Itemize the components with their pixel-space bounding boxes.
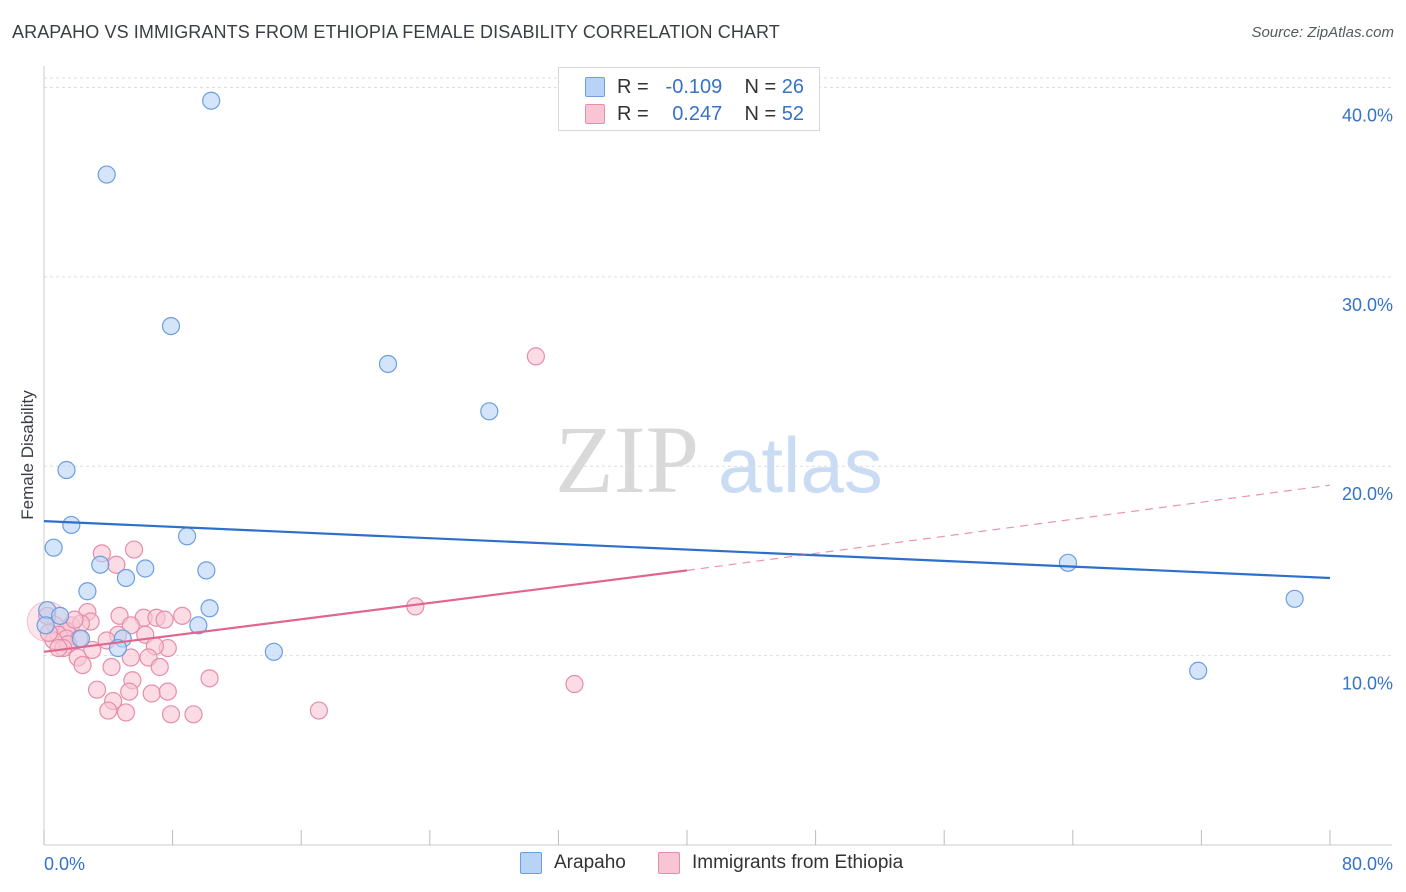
- legend-label-arapaho: Arapaho: [554, 852, 626, 873]
- ethiopia-point: [200, 669, 219, 688]
- legend-n-label: N =: [744, 102, 777, 125]
- arapaho-point: [200, 599, 219, 618]
- chart-title: ARAPAHO VS IMMIGRANTS FROM ETHIOPIA FEMA…: [12, 22, 780, 42]
- legend-item-arapaho: Arapaho: [520, 852, 626, 874]
- ethiopia-point: [99, 701, 118, 720]
- legend-r-value-ethiopia: 0.247: [672, 102, 723, 125]
- arapaho-point: [91, 555, 110, 574]
- legend-n-value-ethiopia: 52: [781, 102, 804, 125]
- arapaho-trendline: [43, 520, 1331, 580]
- ethiopia-trendline: [43, 569, 688, 653]
- legend-bottom: Arapaho Immigrants from Ethiopia: [0, 850, 1406, 878]
- ethiopia-point: [120, 682, 139, 701]
- legend-r-label: R =: [617, 75, 649, 98]
- arapaho-point: [378, 354, 398, 374]
- arapaho-point: [62, 515, 81, 535]
- ethiopia-trendline-extension: [686, 484, 1331, 571]
- arapaho-point: [78, 582, 97, 601]
- ethiopia-point: [142, 684, 161, 703]
- watermark-zip: ZIP: [555, 406, 699, 513]
- x-tick-label: 0.0%: [44, 854, 85, 874]
- ethiopia-point: [73, 655, 92, 675]
- arapaho-point: [116, 568, 136, 588]
- arapaho-point: [36, 616, 55, 635]
- ethiopia-point: [116, 703, 136, 722]
- ethiopia-point: [49, 638, 68, 658]
- arapaho-point: [189, 616, 208, 635]
- arapaho-point: [264, 642, 283, 661]
- legend-n-value-arapaho: 26: [781, 75, 804, 98]
- ethiopia-point: [155, 610, 174, 629]
- arapaho-point: [44, 538, 63, 557]
- arapaho-point: [97, 165, 116, 184]
- ethiopia-point: [158, 682, 177, 701]
- legend-item-ethiopia: Immigrants from Ethiopia: [658, 852, 903, 874]
- arapaho-point: [50, 606, 70, 625]
- arapaho-point: [177, 527, 197, 546]
- source-label: Source: ZipAtlas.com: [1251, 24, 1394, 41]
- arapaho-point: [1189, 661, 1208, 680]
- ethiopia-point: [161, 705, 181, 724]
- watermark-atlas: atlas: [718, 421, 883, 509]
- arapaho-point: [1058, 553, 1078, 572]
- arapaho-point: [136, 559, 155, 578]
- legend-swatch-ethiopia: [585, 104, 605, 124]
- ethiopia-point: [121, 648, 140, 667]
- ethiopia-point: [102, 657, 121, 677]
- arapaho-point: [197, 561, 216, 580]
- legend-top: R = -0.109 N = 26 R = 0.247 N = 52: [558, 67, 820, 131]
- arapaho-point: [1285, 589, 1304, 608]
- ethiopia-point: [526, 347, 545, 366]
- arapaho-point: [202, 91, 221, 110]
- arapaho-point: [71, 629, 91, 648]
- legend-swatch-ethiopia: [658, 852, 680, 874]
- ethiopia-point: [184, 705, 203, 724]
- arapaho-point: [161, 316, 181, 336]
- legend-swatch-arapaho: [520, 852, 542, 874]
- legend-r-label: R =: [617, 102, 649, 125]
- legend-label-ethiopia: Immigrants from Ethiopia: [692, 852, 904, 873]
- ethiopia-point: [309, 701, 328, 720]
- ethiopia-point: [87, 680, 107, 699]
- y-tick-label: 40.0%: [1342, 105, 1393, 125]
- arapaho-point: [57, 460, 76, 480]
- ethiopia-point: [565, 674, 584, 694]
- legend-swatch-arapaho: [585, 77, 605, 97]
- arapaho-point: [480, 402, 499, 421]
- x-tick-label: 80.0%: [1342, 854, 1393, 874]
- ethiopia-point: [173, 606, 192, 625]
- legend-n-label: N =: [744, 75, 777, 98]
- y-tick-label: 10.0%: [1342, 674, 1393, 694]
- ethiopia-point: [121, 616, 140, 635]
- ethiopia-point: [124, 540, 144, 559]
- legend-r-value-arapaho: -0.109: [665, 75, 723, 98]
- y-tick-label: 20.0%: [1342, 484, 1393, 504]
- ethiopia-point: [150, 657, 169, 677]
- y-tick-label: 30.0%: [1342, 295, 1393, 315]
